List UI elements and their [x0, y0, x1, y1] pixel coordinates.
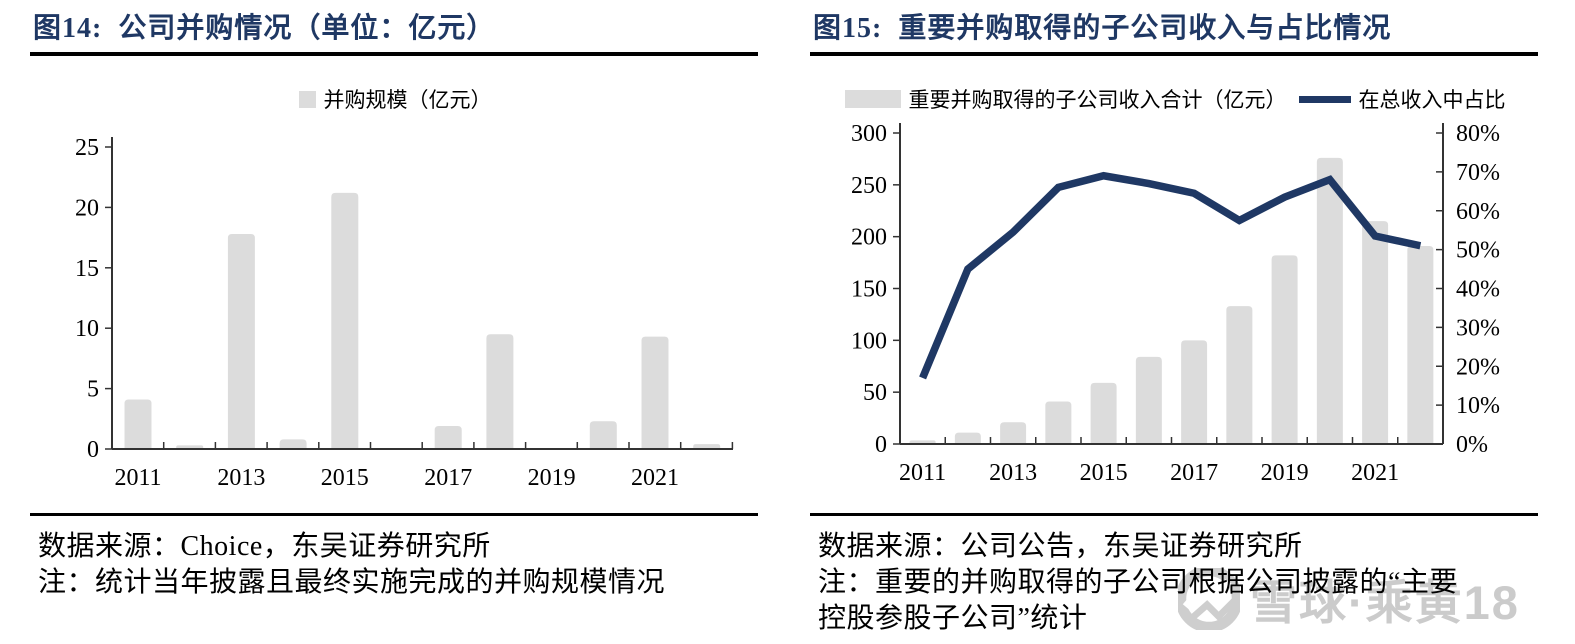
y-tick-label-left: 5	[87, 377, 99, 403]
bar-2021	[641, 336, 669, 449]
legend-label: 并购规模（亿元）	[323, 88, 492, 112]
y-tick-label-left: 300	[851, 121, 887, 147]
bar-2020	[1316, 157, 1343, 444]
x-tick-label: 2017	[1170, 460, 1218, 486]
y-tick-label-right: 50%	[1456, 238, 1500, 264]
bar-2013	[227, 233, 255, 449]
bar-2018	[1226, 306, 1253, 444]
bar-2014	[279, 439, 307, 449]
figure-15-panel: 图15: 重要并购取得的子公司收入与占比情况 重要并购取得的子公司收入合计（亿元…	[810, 0, 1542, 644]
y-tick-label-left: 20	[75, 195, 99, 221]
x-tick-label: 2019	[528, 465, 576, 491]
line-swatch-icon	[1298, 95, 1351, 103]
bar-swatch-icon	[844, 90, 901, 108]
watermark-text: 雪球·乘黄18	[1250, 576, 1520, 629]
bar-2015	[1090, 382, 1117, 444]
y-tick-label-right: 10%	[1456, 393, 1500, 419]
x-tick-label: 2017	[424, 465, 472, 491]
y-tick-label-right: 70%	[1456, 160, 1500, 186]
figure-15-title: 图15: 重要并购取得的子公司收入与占比情况	[813, 13, 1392, 44]
y-tick-label-right: 30%	[1456, 315, 1500, 341]
bar-2014	[1045, 401, 1072, 444]
legend-item: 在总收入中占比	[1298, 84, 1506, 114]
y-tick-label-right: 0%	[1456, 432, 1488, 458]
y-tick-label-right: 20%	[1456, 354, 1500, 380]
y-tick-label-left: 100	[851, 328, 887, 354]
figure-15-note-line2: 控股参股子公司”统计	[818, 603, 1088, 634]
figure-14-title: 图14: 公司并购情况（单位：亿元）	[33, 13, 496, 44]
x-tick-label: 2013	[989, 460, 1037, 486]
y-tick-label-left: 25	[75, 135, 99, 161]
y-tick-label-left: 250	[851, 173, 887, 199]
title-divider	[30, 52, 758, 56]
y-tick-label-left: 200	[851, 225, 887, 251]
y-tick-label-right: 40%	[1456, 277, 1500, 303]
legend-label: 在总收入中占比	[1358, 88, 1506, 112]
figure-14-chart: 0 5 10 15 20 25 2011 2013 2015 2017 2019 2021	[75, 135, 734, 491]
x-tick-label: 2021	[631, 465, 679, 491]
figure-15-legend: 重要并购取得的子公司收入合计（亿元） 在总收入中占比	[810, 84, 1540, 114]
bar-2020	[589, 421, 617, 449]
figure-14-source: 数据来源：Choice，东吴证券研究所	[38, 531, 491, 562]
x-tick-label: 2011	[114, 465, 161, 491]
bar-2012	[954, 432, 981, 444]
figure-15-source: 数据来源：公司公告，东吴证券研究所	[818, 531, 1303, 562]
x-tick-label: 2015	[1080, 460, 1128, 486]
y-tick-label-left: 15	[75, 256, 99, 282]
title-divider	[810, 52, 1538, 56]
bar-2022	[1407, 245, 1434, 444]
y-tick-label-left: 10	[75, 316, 99, 342]
ratio-line	[919, 171, 1422, 380]
x-tick-label: 2021	[1351, 460, 1399, 486]
figure-14-panel: 图14: 公司并购情况（单位：亿元） 并购规模（亿元） 0 5 10 15 20 25 20…	[30, 0, 762, 644]
xueqiu-watermark: 雪球·乘黄18	[1178, 564, 1520, 633]
y-tick-label-left: 50	[863, 380, 887, 406]
x-tick-label: 2011	[899, 460, 946, 486]
bar-2019	[1271, 255, 1298, 444]
bar-2022	[693, 444, 721, 449]
figure-14-legend: 并购规模（亿元）	[30, 84, 760, 114]
bar-2017	[1181, 340, 1208, 444]
bar-2018	[486, 334, 514, 449]
bar-swatch-icon	[298, 90, 316, 108]
bar-2011	[124, 399, 152, 449]
y-tick-label-left: 150	[851, 277, 887, 303]
x-tick-label: 2013	[217, 465, 265, 491]
bar-2016	[1135, 356, 1162, 444]
figure-15-note-line1: 注：重要的并购取得的子公司根据公司披露的“主要	[818, 567, 1458, 598]
legend-item: 并购规模（亿元）	[298, 84, 492, 114]
bar-2013	[1000, 422, 1027, 444]
legend-item: 重要并购取得的子公司收入合计（亿元）	[844, 84, 1287, 114]
figure-15-chart: 0 50 100 150 200 250 300 0% 10% 20% 30% 40% 50% 60% 70…	[851, 121, 1500, 486]
bar-2021	[1362, 221, 1389, 444]
y-tick-label-right: 80%	[1456, 121, 1500, 147]
x-tick-label: 2015	[321, 465, 369, 491]
x-tick-label: 2019	[1261, 460, 1309, 486]
y-tick-label-left: 0	[87, 437, 99, 463]
xueqiu-logo-icon	[1178, 567, 1240, 630]
footer-divider	[30, 513, 758, 516]
bar-2017	[434, 426, 462, 449]
y-tick-label-left: 0	[875, 432, 887, 458]
legend-label: 重要并购取得的子公司收入合计（亿元）	[908, 88, 1287, 112]
y-tick-label-right: 60%	[1456, 199, 1500, 225]
figure-14-note: 注：统计当年披露且最终实施完成的并购规模情况	[38, 567, 666, 598]
bar-2015	[331, 192, 359, 449]
footer-divider	[810, 513, 1538, 516]
